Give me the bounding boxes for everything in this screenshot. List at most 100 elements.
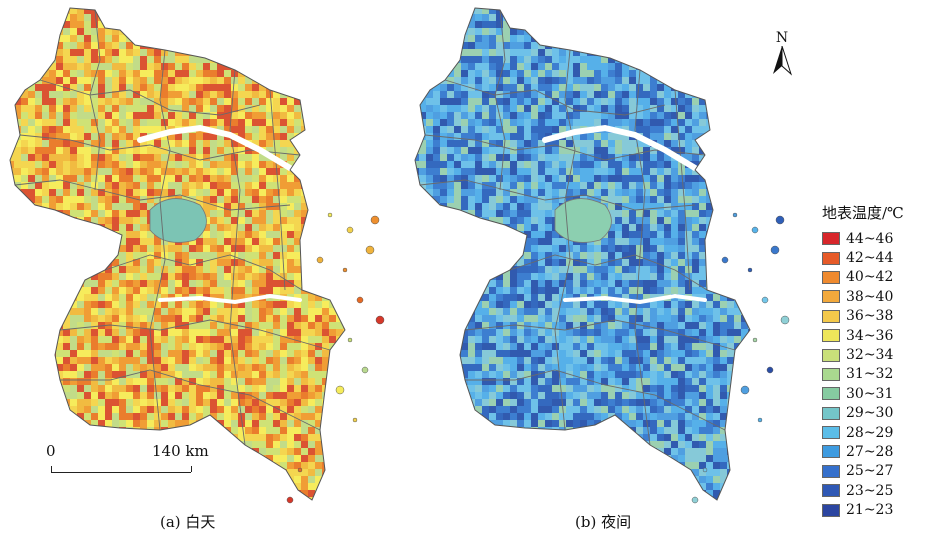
legend-label: 27~28 <box>846 443 894 460</box>
admin-boundary <box>464 319 736 351</box>
legend-item: 25~27 <box>822 462 930 481</box>
legend-label: 31~32 <box>846 366 894 383</box>
island <box>375 315 385 325</box>
legend-items: 44~46 42~44 40~42 38~40 36~38 34~36 32~34 31~32… <box>822 229 930 520</box>
legend-label: 32~34 <box>846 347 894 364</box>
legend-item: 34~36 <box>822 326 930 345</box>
island <box>732 212 738 218</box>
legend-item: 30~31 <box>822 384 930 403</box>
legend-label: 34~36 <box>846 327 894 344</box>
legend-swatch <box>822 503 840 517</box>
island <box>761 296 769 304</box>
region-outline <box>414 7 751 501</box>
legend-swatch <box>822 426 840 440</box>
north-arrow-icon <box>773 45 793 76</box>
admin-boundary <box>39 79 261 116</box>
island <box>347 337 353 343</box>
day-map-caption: (a) 白天 <box>160 513 216 531</box>
legend-label: 28~29 <box>846 424 894 441</box>
legend-item: 40~42 <box>822 268 930 287</box>
legend-item: 21~23 <box>822 500 930 519</box>
north-arrow: N <box>765 30 799 80</box>
legend-item: 23~25 <box>822 481 930 500</box>
legend-swatch <box>822 367 840 381</box>
legend-label: 21~23 <box>846 502 894 519</box>
admin-boundary <box>59 319 331 351</box>
admin-boundary <box>419 179 696 211</box>
legend-item: 32~34 <box>822 345 930 364</box>
admin-boundary <box>229 69 246 446</box>
admin-boundary <box>509 254 708 291</box>
legend-label: 29~30 <box>846 405 894 422</box>
admin-boundary <box>104 254 303 291</box>
bay <box>158 293 302 305</box>
island <box>691 496 699 504</box>
island <box>297 467 303 473</box>
admin-boundary <box>149 49 171 431</box>
legend-swatch <box>822 387 840 401</box>
island <box>766 366 774 374</box>
legend-item: 27~28 <box>822 442 930 461</box>
legend-swatch <box>822 251 840 265</box>
legend-swatch <box>822 484 840 498</box>
island <box>740 385 750 395</box>
legend-swatch <box>822 348 840 362</box>
admin-boundary <box>269 89 286 291</box>
legend-label: 38~40 <box>846 288 894 305</box>
island <box>286 496 294 504</box>
island <box>721 256 729 264</box>
legend-title: 地表温度/℃ <box>822 204 904 222</box>
island <box>361 366 369 374</box>
region-outline <box>9 7 346 501</box>
admin-boundary <box>634 69 651 446</box>
lake <box>554 198 612 243</box>
admin-boundary <box>494 9 506 191</box>
island <box>757 417 763 423</box>
temperature-raster <box>415 8 750 500</box>
legend-swatch <box>822 270 840 284</box>
legend-item: 38~40 <box>822 287 930 306</box>
legend-label: 44~46 <box>846 230 894 247</box>
legend-label: 30~31 <box>846 385 894 402</box>
scale-tick-start <box>51 466 52 472</box>
scale-tick-end <box>191 466 192 472</box>
island <box>770 245 780 255</box>
legend-label: 40~42 <box>846 269 894 286</box>
legend-item: 44~46 <box>822 229 930 248</box>
legend-item: 28~29 <box>822 423 930 442</box>
lake <box>149 198 207 243</box>
river <box>542 124 698 171</box>
island <box>356 296 364 304</box>
scale-end-label: 140 km <box>152 442 209 460</box>
legend-swatch <box>822 445 840 459</box>
legend-label: 25~27 <box>846 463 894 480</box>
island <box>751 226 759 234</box>
temperature-raster <box>10 8 345 500</box>
island <box>335 385 345 395</box>
island <box>370 215 380 225</box>
legend-swatch <box>822 329 840 343</box>
day-map-panel <box>0 0 420 505</box>
admin-boundary <box>444 79 666 116</box>
island <box>365 245 375 255</box>
admin-boundary <box>554 49 576 431</box>
admin-boundary <box>424 134 706 161</box>
night-map-caption: (b) 夜间 <box>575 513 632 531</box>
island <box>780 315 790 325</box>
legend-swatch <box>822 309 840 323</box>
island <box>342 267 348 273</box>
scale-start-label: 0 <box>46 442 56 460</box>
admin-boundary <box>60 369 321 431</box>
legend-label: 23~25 <box>846 482 894 499</box>
night-temperature-map <box>414 7 790 504</box>
river <box>137 124 293 171</box>
island <box>316 256 324 264</box>
island <box>775 215 785 225</box>
day-temperature-map <box>9 7 385 504</box>
night-map-panel <box>405 0 825 505</box>
legend-item: 36~38 <box>822 307 930 326</box>
admin-boundary <box>19 134 301 161</box>
island <box>352 417 358 423</box>
scale-line <box>51 472 191 473</box>
legend-swatch <box>822 464 840 478</box>
